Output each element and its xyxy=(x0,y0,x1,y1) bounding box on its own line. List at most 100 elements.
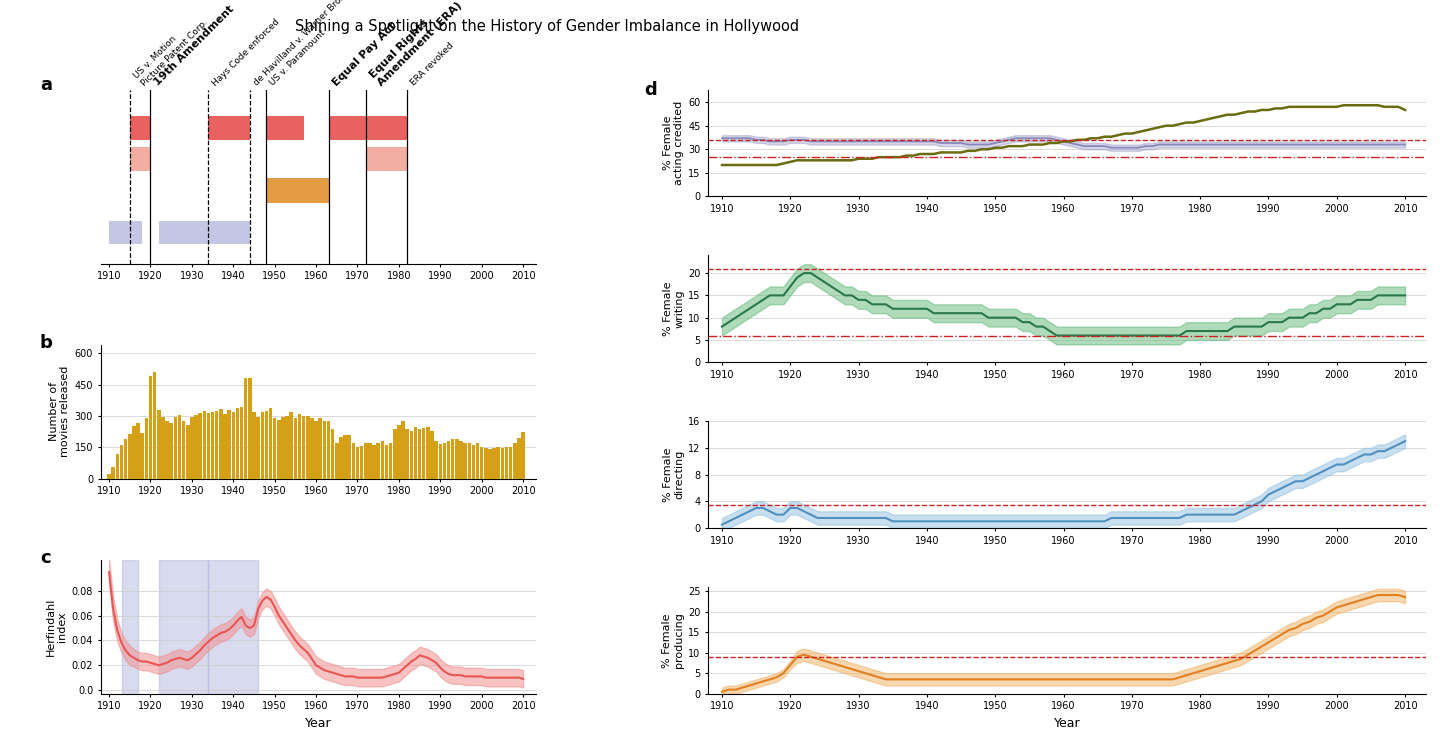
Bar xyxy=(281,417,285,479)
Bar xyxy=(128,433,131,479)
Text: 19th Amendment: 19th Amendment xyxy=(153,4,236,88)
Bar xyxy=(472,445,475,479)
Bar xyxy=(209,560,258,694)
Bar xyxy=(369,442,372,479)
Bar xyxy=(243,378,248,479)
Bar xyxy=(302,416,305,479)
Bar xyxy=(240,407,243,479)
Bar xyxy=(402,421,405,479)
Bar xyxy=(166,421,168,479)
Bar xyxy=(144,418,148,479)
Bar xyxy=(108,474,111,479)
Bar xyxy=(124,439,127,479)
Text: b: b xyxy=(40,334,53,352)
Bar xyxy=(356,447,359,479)
Bar xyxy=(256,417,259,479)
Bar xyxy=(373,445,376,479)
Bar xyxy=(199,413,202,479)
Bar xyxy=(364,442,367,479)
Bar xyxy=(261,412,264,479)
Bar xyxy=(406,429,409,479)
Bar xyxy=(439,444,442,479)
Bar xyxy=(446,442,451,479)
Bar xyxy=(318,419,323,479)
Bar xyxy=(435,442,438,479)
Bar xyxy=(137,423,140,479)
Text: d: d xyxy=(644,81,657,99)
Bar xyxy=(340,437,343,479)
Y-axis label: Number of
movies released: Number of movies released xyxy=(49,366,71,457)
Bar xyxy=(413,427,418,479)
Bar xyxy=(132,427,135,479)
Text: a: a xyxy=(40,75,52,93)
Y-axis label: % Female
directing: % Female directing xyxy=(662,448,684,502)
Bar xyxy=(418,429,422,479)
Bar xyxy=(157,410,160,479)
Bar xyxy=(426,427,429,479)
Bar xyxy=(517,438,521,479)
Y-axis label: % Female
producing: % Female producing xyxy=(662,612,684,668)
Bar xyxy=(228,410,230,479)
Bar xyxy=(422,428,425,479)
Bar xyxy=(186,425,190,479)
Bar xyxy=(409,431,413,479)
Text: Equal Rights
Amendment (ERA): Equal Rights Amendment (ERA) xyxy=(367,0,464,88)
Bar xyxy=(464,442,467,479)
Bar xyxy=(380,441,384,479)
Bar xyxy=(431,431,433,479)
Bar xyxy=(323,421,325,479)
Bar xyxy=(397,424,400,479)
Bar xyxy=(442,442,446,479)
Bar xyxy=(289,413,292,479)
Bar xyxy=(115,454,120,479)
Bar xyxy=(210,413,215,479)
Bar xyxy=(307,416,310,479)
Bar xyxy=(351,442,356,479)
Y-axis label: % Female
writing: % Female writing xyxy=(662,281,684,336)
Bar xyxy=(343,435,347,479)
Bar xyxy=(298,414,301,479)
X-axis label: Year: Year xyxy=(1054,717,1080,730)
Bar xyxy=(294,418,297,479)
Bar xyxy=(455,439,458,479)
Bar xyxy=(336,442,338,479)
Text: de Havilland v. Warner Bros.: de Havilland v. Warner Bros. xyxy=(252,0,348,88)
Bar xyxy=(497,447,500,479)
Bar xyxy=(215,411,219,479)
Bar xyxy=(501,448,504,479)
Bar xyxy=(120,445,124,479)
Bar xyxy=(274,418,276,479)
Bar xyxy=(194,415,197,479)
Bar xyxy=(331,429,334,479)
Bar xyxy=(111,467,115,479)
Bar xyxy=(276,420,281,479)
Bar xyxy=(153,372,157,479)
Bar xyxy=(475,442,480,479)
Bar xyxy=(232,413,235,479)
Bar xyxy=(161,417,164,479)
Bar xyxy=(121,560,138,694)
Text: c: c xyxy=(40,549,50,567)
Bar xyxy=(177,415,181,479)
Bar xyxy=(360,445,363,479)
Bar xyxy=(521,432,524,479)
Bar xyxy=(488,449,491,479)
Text: US v. Motion
Picture Patent Corp.: US v. Motion Picture Patent Corp. xyxy=(132,10,209,88)
Bar xyxy=(505,447,508,479)
Bar xyxy=(219,409,223,479)
Bar xyxy=(170,423,173,479)
Bar xyxy=(393,429,396,479)
Text: Shining a Spotlight on the History of Gender Imbalance in Hollywood: Shining a Spotlight on the History of Ge… xyxy=(295,19,799,34)
Bar xyxy=(236,408,239,479)
Bar xyxy=(508,447,513,479)
Bar xyxy=(223,414,226,479)
Bar xyxy=(389,442,392,479)
Bar xyxy=(310,419,314,479)
Bar xyxy=(148,376,153,479)
Bar xyxy=(459,441,462,479)
Bar xyxy=(314,421,318,479)
Bar xyxy=(376,442,380,479)
Bar xyxy=(285,416,289,479)
Y-axis label: % Female
acting credited: % Female acting credited xyxy=(662,101,684,185)
Y-axis label: Herfindahl
index: Herfindahl index xyxy=(46,598,68,656)
